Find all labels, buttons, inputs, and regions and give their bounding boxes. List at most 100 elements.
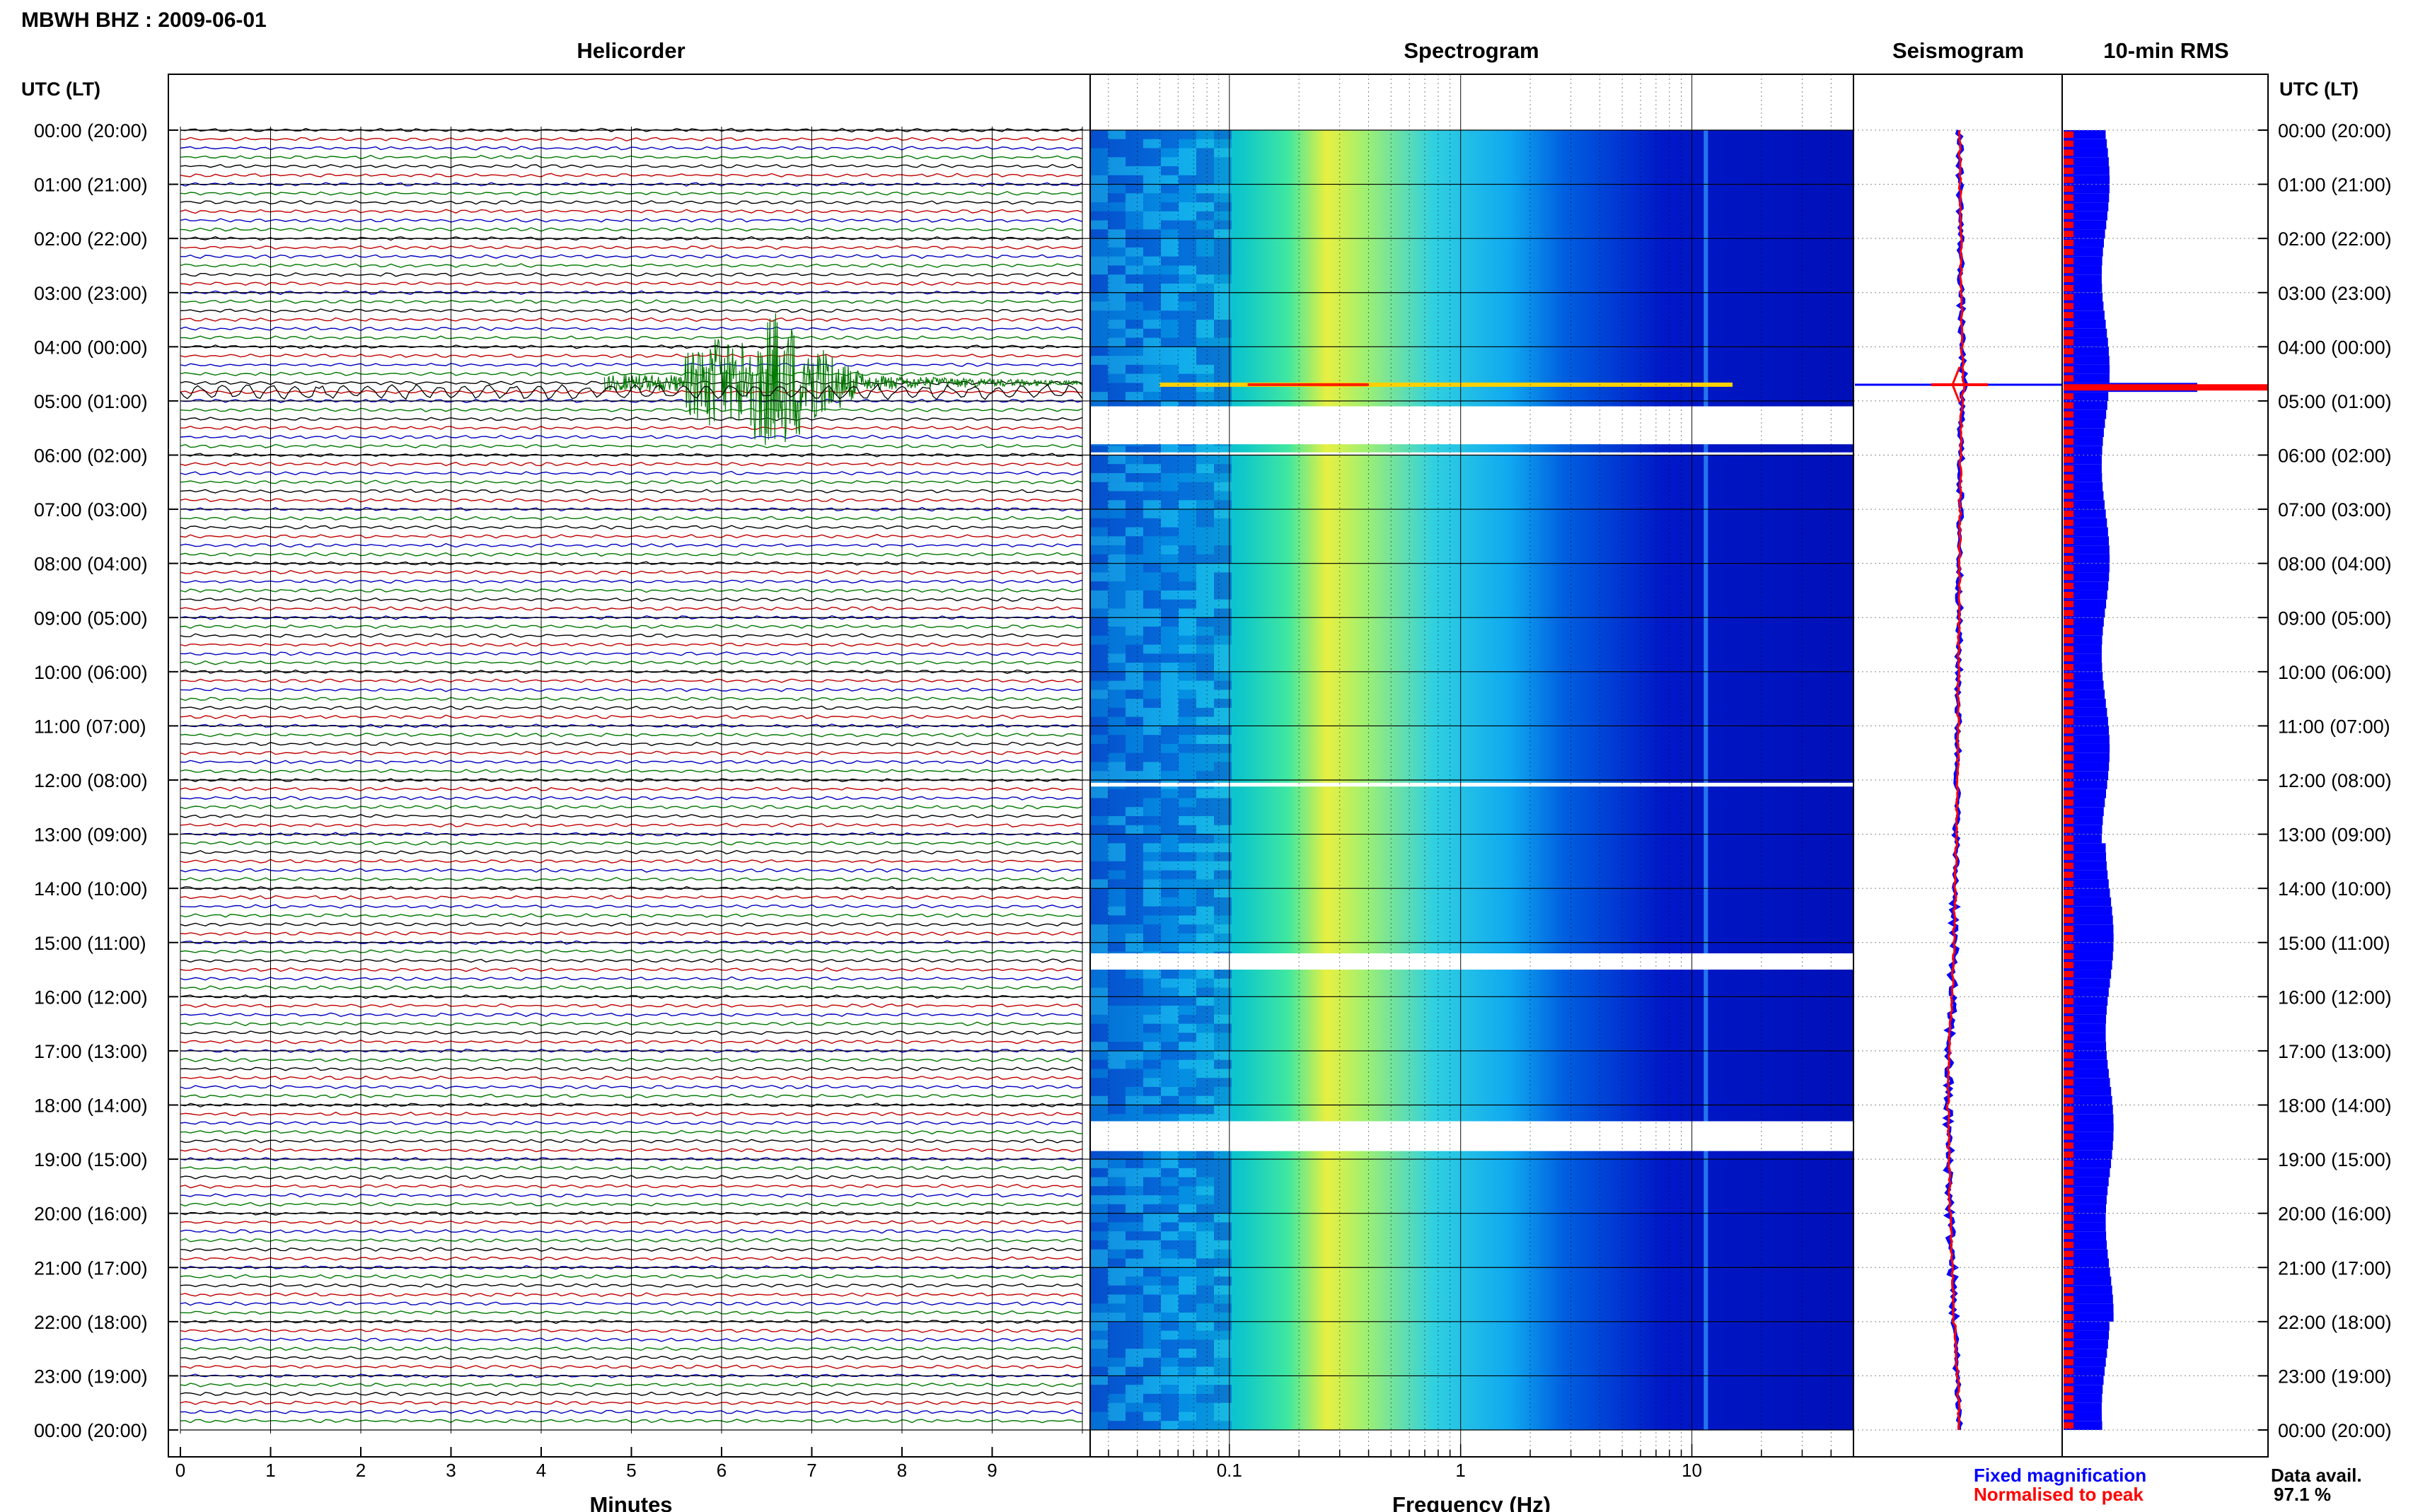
rms-bar-fixed <box>2064 1042 2107 1051</box>
spectrogram-cell <box>1214 852 1232 861</box>
spectrogram-cell <box>1126 843 1143 853</box>
time-label-left: 12:00 (08:00) <box>34 770 148 791</box>
spectrogram-cell <box>1108 1240 1126 1250</box>
rms-bar-normalised <box>2064 555 2073 562</box>
spectrogram-cell <box>1108 220 1126 230</box>
spectrogram-cell <box>1196 256 1214 266</box>
spectrogram-cell <box>1179 1042 1196 1051</box>
spectrogram-cell <box>1108 1303 1126 1313</box>
spectrogram-cell <box>1196 798 1214 808</box>
spectrogram-cell <box>1143 870 1161 880</box>
spectrogram-cell <box>1143 915 1161 925</box>
spectrogram-cell <box>1090 545 1108 554</box>
spectrogram-cell <box>1143 211 1161 221</box>
spectrogram-cell <box>1090 184 1108 194</box>
spectrogram-cell <box>1143 996 1161 1006</box>
rms-bar-fixed <box>2064 743 2110 753</box>
spectrogram-cell <box>1214 1050 1232 1060</box>
spectrogram-cell <box>1108 572 1126 582</box>
rms-bar-fixed <box>2064 356 2110 365</box>
spectrogram-cell <box>1214 1150 1232 1160</box>
spectrogram-cell <box>1090 1150 1108 1160</box>
spectrogram-cell <box>1179 743 1196 753</box>
spectrogram-cell <box>1214 590 1232 600</box>
spectrogram-cell <box>1090 356 1108 365</box>
spectrogram-cell <box>1108 1412 1126 1421</box>
spectrogram-cell <box>1126 627 1143 636</box>
spectrogram-cell <box>1090 364 1108 374</box>
rms-bar-normalised <box>2064 257 2073 264</box>
spectrogram-cell <box>1161 1204 1179 1214</box>
spectrogram-cell <box>1161 130 1179 139</box>
spectrogram-cell <box>1108 193 1126 203</box>
time-label-left: 08:00 (04:00) <box>34 554 148 575</box>
spectrogram-cell <box>1126 663 1143 672</box>
spectrogram-cell <box>1090 1078 1108 1087</box>
spectrogram-cell <box>1143 464 1161 474</box>
spectrogram-cell <box>1126 202 1143 211</box>
rms-bar-fixed <box>2064 1033 2106 1042</box>
spectrogram-cell <box>1143 1240 1161 1250</box>
spectrogram-cell <box>1179 852 1196 861</box>
spectrogram-cell <box>1090 572 1108 582</box>
spectrogram-cell <box>1126 1014 1143 1024</box>
spectrogram-cell <box>1214 707 1232 717</box>
spectrogram-cell <box>1196 1412 1214 1421</box>
spectrogram-cell <box>1143 1303 1161 1313</box>
spectrogram-cell <box>1214 320 1232 329</box>
spectrogram-cell <box>1126 1385 1143 1394</box>
spectrogram-cell <box>1161 364 1179 374</box>
spectrogram-cell <box>1161 184 1179 194</box>
rms-bar-normalised <box>2064 953 2073 960</box>
spectrogram-cell <box>1214 1277 1232 1286</box>
rms-bar-fixed <box>2064 970 2112 979</box>
spectrogram-cell <box>1179 1159 1196 1168</box>
spectrogram-cell <box>1214 1095 1232 1105</box>
time-label-left: 02:00 (22:00) <box>34 228 148 250</box>
rms-bar-normalised <box>2064 366 2073 373</box>
spectrogram-cell <box>1108 933 1126 943</box>
spectrogram-cell <box>1090 762 1108 772</box>
time-label-left: 20:00 (16:00) <box>34 1204 148 1225</box>
spectrogram-cell <box>1196 1285 1214 1295</box>
spectrogram-cell <box>1179 175 1196 185</box>
spectrogram-cell <box>1090 1159 1108 1168</box>
spectrogram-cell <box>1179 1357 1196 1367</box>
spectrogram-cell <box>1179 663 1196 672</box>
rms-bar-normalised <box>2064 835 2073 842</box>
spectrogram-cell <box>1126 337 1143 347</box>
spectrogram-cell <box>1214 491 1232 501</box>
rms-bar-fixed <box>2064 409 2107 419</box>
spectrogram-cell <box>1108 175 1126 185</box>
spectrogram-cell <box>1214 1258 1232 1268</box>
spectrogram-cell <box>1179 464 1196 474</box>
spectrogram-cell <box>1196 1078 1214 1087</box>
spectrogram-cell <box>1196 130 1214 139</box>
spectrogram-cell <box>1161 455 1179 465</box>
spectrogram-cell <box>1090 500 1108 510</box>
rms-bar-normalised <box>2064 501 2073 508</box>
spectrogram-cell <box>1126 834 1143 844</box>
spectrogram-cell <box>1161 1095 1179 1105</box>
spectrogram-cell <box>1179 970 1196 979</box>
spectrogram-cell <box>1214 1339 1232 1349</box>
rms-bar-normalised <box>2064 709 2073 716</box>
rms-bar-normalised <box>2064 1088 2073 1095</box>
spectrogram-cell <box>1161 1385 1179 1394</box>
spectrogram-cell <box>1179 680 1196 690</box>
spectrogram-cell <box>1179 373 1196 383</box>
spectrogram-cell <box>1161 320 1179 329</box>
spectrogram-cell <box>1090 130 1108 139</box>
spectrogram-cell <box>1126 356 1143 365</box>
rms-bar-normalised <box>2064 673 2073 680</box>
spectrogram-cell <box>1143 1105 1161 1115</box>
rms-bar-normalised <box>2064 492 2073 499</box>
rms-bar-fixed <box>2064 599 2107 609</box>
spectrogram-cell <box>1196 509 1214 518</box>
rms-title: 10-min RMS <box>2103 38 2228 63</box>
rms-bar-fixed <box>2064 608 2105 618</box>
spectrogram-cell <box>1108 879 1126 889</box>
spectrogram-cell <box>1090 1349 1108 1358</box>
spectrogram-cell <box>1196 942 1214 952</box>
spectrogram-cell <box>1214 1195 1232 1204</box>
